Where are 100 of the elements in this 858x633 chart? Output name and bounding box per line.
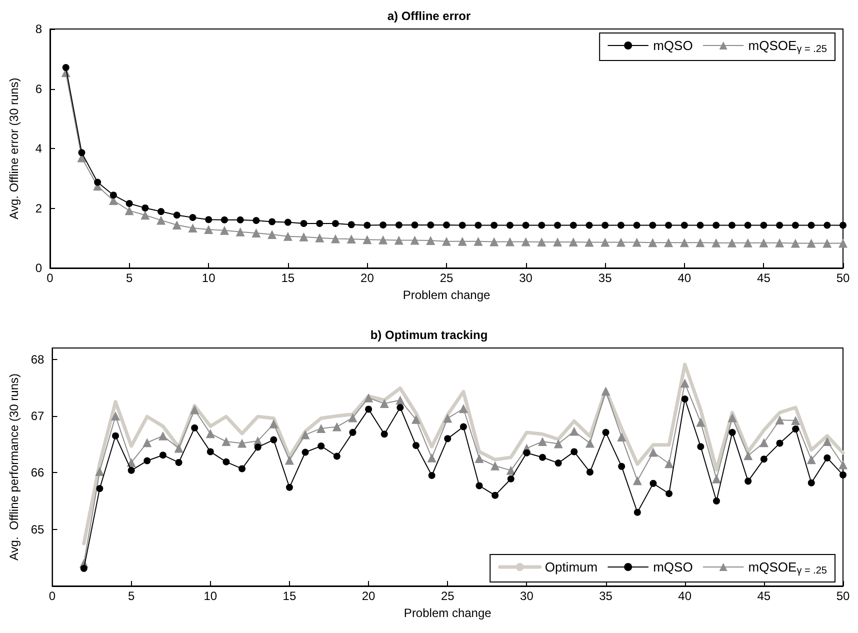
x-tick-label: 25 — [440, 271, 454, 285]
y-tick-label: 2 — [35, 201, 42, 216]
point — [412, 442, 420, 449]
point — [458, 404, 468, 414]
point — [681, 396, 688, 402]
x-tick-label: 15 — [282, 589, 296, 603]
point — [728, 428, 736, 436]
point — [712, 222, 720, 229]
point — [664, 459, 674, 468]
x-tick-label: 25 — [440, 589, 455, 603]
point — [364, 393, 374, 402]
x-tick-label: 5 — [126, 271, 133, 285]
point — [649, 222, 656, 229]
point — [538, 437, 548, 446]
point — [840, 471, 846, 478]
point — [204, 224, 214, 234]
y-axis-title: Avg. Offline performance (30 runs) — [7, 374, 21, 560]
point — [632, 238, 642, 247]
point — [505, 237, 514, 246]
point — [427, 221, 434, 228]
point — [238, 438, 247, 448]
x-tick-label: 20 — [362, 589, 376, 603]
point — [776, 440, 784, 447]
point — [159, 452, 166, 459]
point — [474, 454, 484, 463]
point — [460, 423, 467, 430]
x-tick-label: 35 — [599, 589, 613, 603]
point — [792, 426, 800, 433]
point — [428, 472, 436, 479]
point — [427, 453, 436, 462]
point — [220, 216, 228, 224]
point — [222, 458, 230, 466]
point — [284, 218, 292, 226]
point — [838, 238, 848, 248]
y-axis-title: Avg. Offline error (30 runs) — [7, 78, 21, 220]
point — [474, 222, 482, 229]
point — [349, 428, 356, 436]
point — [378, 235, 388, 244]
point — [299, 232, 308, 242]
y-tick-label: 68 — [30, 352, 45, 366]
x-tick-label: 40 — [678, 271, 692, 285]
point — [792, 222, 799, 229]
x-tick-label: 0 — [48, 589, 56, 603]
point — [96, 485, 104, 492]
point — [346, 234, 356, 244]
point — [664, 238, 674, 248]
point — [490, 222, 498, 229]
point — [364, 222, 371, 229]
point — [191, 424, 198, 432]
point — [554, 460, 562, 467]
point — [808, 222, 815, 229]
point — [362, 235, 372, 244]
point — [585, 438, 594, 448]
point — [220, 226, 229, 235]
point — [586, 468, 594, 476]
point — [522, 222, 530, 229]
point — [665, 222, 672, 229]
point — [521, 237, 530, 246]
x-tick-label: 50 — [836, 271, 850, 285]
point — [205, 216, 212, 224]
chart-title: a) Offline error — [387, 9, 471, 23]
point — [617, 222, 624, 229]
point — [648, 238, 658, 248]
point — [189, 214, 196, 222]
point — [315, 233, 324, 242]
point — [476, 482, 483, 490]
point — [269, 419, 278, 428]
point — [206, 448, 214, 456]
x-tick-label: 10 — [204, 589, 218, 603]
x-axis-title: Problem change — [404, 606, 492, 620]
x-tick-label: 5 — [128, 589, 135, 603]
point — [586, 222, 593, 229]
point — [410, 236, 420, 245]
point — [348, 221, 355, 228]
point — [822, 437, 832, 446]
point — [744, 222, 752, 229]
point — [236, 227, 245, 236]
point — [286, 484, 293, 491]
point — [458, 236, 467, 246]
point — [775, 238, 784, 248]
y-tick-label: 67 — [30, 409, 45, 423]
point — [824, 454, 831, 462]
x-tick-label: 30 — [519, 271, 533, 285]
point — [140, 210, 150, 220]
y-tick-label: 65 — [30, 522, 45, 536]
point — [507, 475, 514, 482]
point — [759, 238, 768, 248]
point — [332, 422, 342, 432]
point — [268, 230, 277, 240]
point — [300, 220, 308, 227]
point — [142, 438, 152, 448]
point — [188, 223, 198, 232]
point — [236, 216, 244, 224]
legend-label: mQSO — [653, 38, 693, 53]
point — [506, 222, 514, 229]
point — [396, 396, 405, 405]
point — [142, 204, 149, 212]
point — [506, 466, 516, 475]
y-tick-label: 8 — [35, 22, 42, 36]
legend-label: mQSO — [653, 560, 693, 574]
